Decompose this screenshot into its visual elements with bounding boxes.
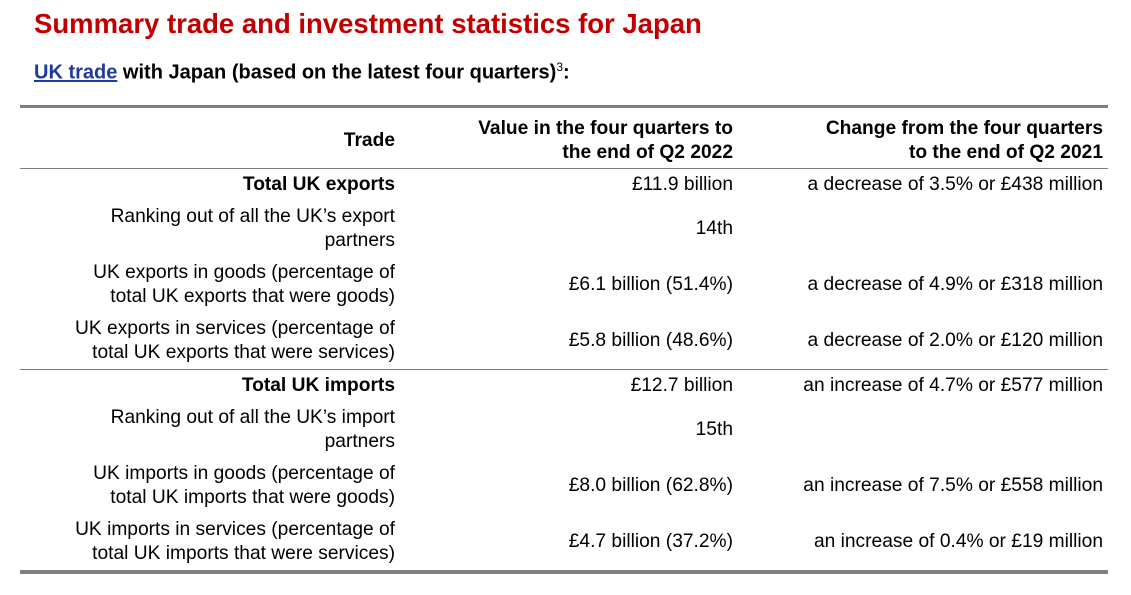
row-value: £4.7 billion (37.2%): [568, 531, 733, 552]
table-row: Ranking out of all the UK’s import partn…: [20, 402, 1108, 458]
row-label: Total UK exports: [242, 174, 395, 195]
row-label: Ranking out of all the UK’s export partn…: [110, 206, 395, 251]
footnote-marker[interactable]: 3: [556, 60, 564, 74]
table-row: Ranking out of all the UK’s export partn…: [20, 201, 1108, 257]
row-value: £8.0 billion (62.8%): [568, 475, 733, 496]
row-value: £12.7 billion: [400, 369, 738, 402]
row-label: UK exports in services (percentage of to…: [75, 318, 395, 363]
row-value: 14th: [695, 218, 733, 239]
table-row: Total UK imports £12.7 billion an increa…: [20, 369, 1108, 402]
row-change: [738, 201, 1108, 257]
row-label: Ranking out of all the UK’s import partn…: [110, 407, 395, 452]
row-change: [738, 402, 1108, 458]
row-change: a decrease of 4.9% or £318 million: [807, 274, 1103, 295]
subtitle-text: with Japan (based on the latest four qua…: [117, 61, 557, 84]
page-title: Summary trade and investment statistics …: [34, 8, 702, 39]
table-row: Total UK exports £11.9 billion a decreas…: [20, 169, 1108, 202]
row-change: an increase of 4.7% or £577 million: [738, 369, 1108, 402]
header-change: Change from the four quarters to the end…: [738, 106, 1108, 169]
row-change: an increase of 7.5% or £558 million: [803, 475, 1103, 496]
header-value: Value in the four quarters to the end of…: [400, 106, 738, 169]
row-value: £6.1 billion (51.4%): [568, 274, 733, 295]
row-value: 15th: [695, 419, 733, 440]
section-subtitle: UK trade with Japan (based on the latest…: [34, 60, 570, 85]
row-label: UK exports in goods (percentage of total…: [93, 262, 395, 307]
row-change: an increase of 0.4% or £19 million: [813, 531, 1103, 552]
header-trade: Trade: [20, 106, 400, 169]
table-row: UK exports in services (percentage of to…: [20, 313, 1108, 370]
row-value: £11.9 billion: [632, 174, 733, 195]
row-change: a decrease of 2.0% or £120 million: [807, 330, 1103, 351]
subtitle-colon: :: [563, 61, 570, 84]
table-row: UK imports in services (percentage of to…: [20, 514, 1108, 572]
row-label: UK imports in services (percentage of to…: [75, 519, 395, 564]
row-value: £5.8 billion (48.6%): [568, 330, 733, 351]
trade-table: Trade Value in the four quarters to the …: [20, 105, 1108, 574]
table-row: UK imports in goods (percentage of total…: [20, 458, 1108, 514]
row-label: Total UK imports: [20, 369, 400, 402]
table-row: UK exports in goods (percentage of total…: [20, 257, 1108, 313]
row-change: a decrease of 3.5% or £438 million: [807, 174, 1103, 195]
table-header-row: Trade Value in the four quarters to the …: [20, 106, 1108, 169]
uk-trade-link[interactable]: UK trade: [34, 61, 118, 84]
row-label: UK imports in goods (percentage of total…: [93, 463, 395, 508]
